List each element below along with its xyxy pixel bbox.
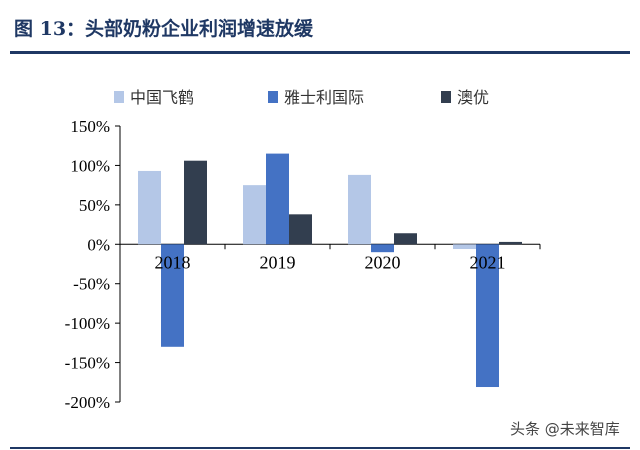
legend-swatch — [441, 91, 451, 103]
y-tick-label: -200% — [65, 393, 110, 412]
y-tick-label: -50% — [73, 275, 110, 294]
x-tick-labels: 2018 2019 2020 2021 — [155, 252, 506, 272]
bar-1-2021 — [453, 244, 476, 250]
legend-label: 澳优 — [457, 88, 489, 107]
y-tick-label: 50% — [79, 196, 110, 215]
bar-1-2019 — [243, 185, 266, 245]
chart-axes: -200% -150% -100% -50% 0% 50% 100% 150% — [65, 117, 541, 412]
bar-1-2020 — [348, 174, 371, 245]
bar-2-2018 — [161, 244, 184, 347]
bar-2-2019 — [266, 153, 289, 245]
y-tick-label: -150% — [65, 354, 110, 373]
bar-3-2018 — [184, 160, 207, 245]
title-divider — [10, 51, 630, 54]
legend-label: 中国飞鹤 — [130, 88, 194, 107]
y-tick-label: 100% — [70, 156, 110, 175]
source-watermark: 头条 @未来智库 — [510, 420, 620, 438]
bar-3-2019 — [289, 214, 312, 245]
x-tick-label: 2021 — [470, 252, 506, 272]
y-tick-label: 150% — [70, 117, 110, 136]
legend-swatch — [114, 91, 124, 103]
chart-legend: 中国飞鹤 雅士利国际 澳优 — [114, 88, 489, 107]
bar-1-2018 — [138, 170, 161, 245]
figure-title: 图 13：头部奶粉企业利润增速放缓 — [14, 18, 314, 40]
bar-2-2021 — [476, 244, 499, 388]
legend-label: 雅士利国际 — [284, 88, 364, 107]
y-tick-label: -100% — [65, 314, 110, 333]
x-tick-label: 2019 — [260, 252, 296, 272]
bar-3-2021 — [499, 241, 522, 245]
bar-3-2020 — [394, 233, 417, 245]
bottom-divider — [10, 447, 630, 449]
y-tick-label: 0% — [87, 235, 110, 254]
x-tick-label: 2018 — [155, 252, 191, 272]
bar-2-2020 — [371, 244, 394, 253]
chart-bars — [138, 153, 522, 388]
legend-swatch — [268, 91, 278, 103]
x-tick-label: 2020 — [365, 252, 401, 272]
